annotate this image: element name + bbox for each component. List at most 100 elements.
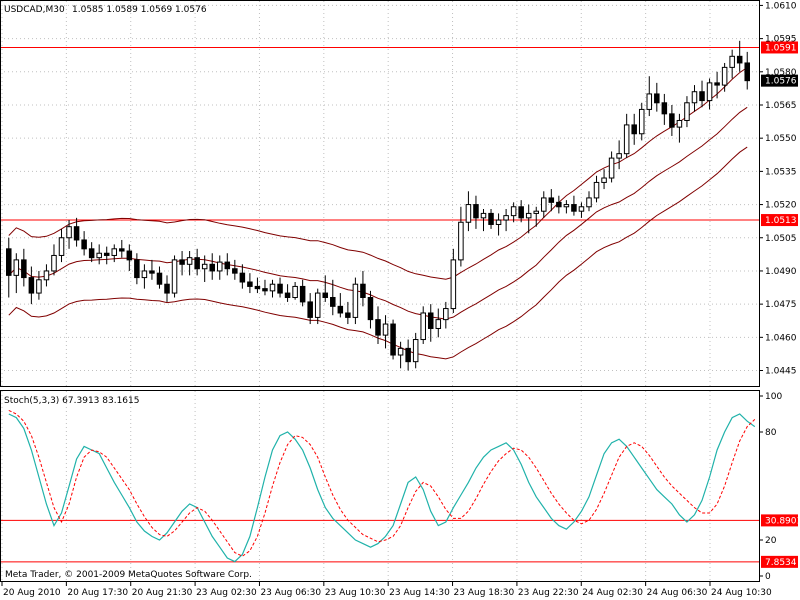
candle: [533, 206, 540, 227]
bearish-candle-body: [699, 91, 705, 102]
price-tag-label: 1.0591: [765, 43, 797, 53]
candle: [548, 189, 555, 212]
bearish-candle-body: [88, 248, 95, 259]
candle: [36, 270, 42, 300]
candle: [352, 277, 359, 325]
candle: [405, 339, 411, 371]
bullish-candle-body: [269, 283, 276, 292]
stoch-tick-label: 0: [765, 572, 771, 582]
bearish-candle-body: [262, 288, 268, 292]
bearish-candle-body: [307, 301, 313, 318]
candle: [88, 242, 95, 263]
price-tick-label: 1.0505: [765, 234, 797, 244]
bearish-candle-body: [103, 252, 110, 256]
ohlc-readout: 1.0585 1.0589 1.0569 1.0576: [72, 5, 207, 15]
bullish-candle-body: [397, 347, 404, 356]
bullish-candle-body: [13, 259, 20, 276]
candle: [676, 113, 683, 143]
candle: [412, 332, 419, 369]
candle: [556, 195, 562, 214]
bearish-candle-body: [126, 250, 133, 261]
bullish-candle-body: [66, 226, 72, 239]
candle: [691, 85, 698, 112]
price-tick-label: 1.0610: [765, 1, 797, 11]
candle: [141, 264, 148, 289]
candle: [684, 96, 690, 128]
time-tick-label: 23 Aug 06:30: [260, 588, 321, 598]
candle: [299, 279, 306, 307]
bearish-candle-body: [21, 259, 27, 279]
bearish-candle-body: [164, 283, 170, 294]
time-tick-label: 23 Aug 22:30: [518, 588, 579, 598]
candle: [360, 270, 366, 307]
candle: [58, 228, 65, 263]
bullish-candle-body: [608, 157, 615, 179]
stochastic-indicator-label: Stoch(5,3,3) 67.3913 83.1615: [4, 396, 139, 406]
candle: [586, 191, 592, 212]
candle: [134, 253, 140, 285]
time-tick-label: 23 Aug 14:30: [389, 588, 450, 598]
candle: [254, 277, 261, 294]
candle: [375, 306, 381, 344]
candle: [149, 259, 155, 280]
bearish-candle-body: [631, 124, 637, 135]
bullish-candle-body: [616, 153, 622, 159]
bullish-candle-body: [578, 206, 585, 212]
price-tag-box: [761, 74, 798, 87]
candle: [96, 244, 102, 265]
bullish-candle-body: [443, 308, 449, 321]
bearish-candle-body: [149, 270, 155, 274]
price-tick-label: 1.0565: [765, 101, 797, 111]
bullish-candle-body: [201, 263, 208, 270]
bullish-candle-body: [541, 197, 547, 212]
bullish-candle-body: [450, 259, 457, 310]
bearish-candle-body: [375, 319, 381, 336]
candle: [51, 244, 57, 276]
candle: [661, 93, 668, 125]
stoch-tick-label: 80: [765, 428, 777, 438]
bearish-candle-body: [744, 62, 750, 82]
price-tick-label: 1.0490: [765, 267, 797, 277]
candle: [126, 244, 133, 271]
candle: [601, 169, 607, 190]
bearish-candle-body: [427, 312, 434, 329]
candle: [262, 279, 268, 296]
candle: [571, 195, 577, 216]
price-tick-label: 1.0550: [765, 134, 797, 144]
bearish-candle-body: [556, 201, 562, 208]
candle: [623, 113, 630, 159]
bearish-candle-body: [134, 259, 140, 279]
bearish-candle-body: [405, 347, 411, 363]
bullish-candle-body: [58, 237, 65, 256]
candle: [216, 255, 223, 280]
candle: [66, 220, 72, 249]
bearish-candle-body: [6, 248, 12, 276]
bearish-candle-body: [284, 292, 291, 298]
bullish-candle-body: [601, 177, 607, 183]
time-tick-label: 23 Aug 18:30: [454, 588, 515, 598]
bearish-candle-body: [179, 259, 185, 265]
stoch-tick-label: 20: [765, 536, 777, 546]
bearish-candle-body: [518, 206, 524, 219]
price-panel-frame: [0, 0, 760, 387]
bearish-candle-body: [247, 281, 253, 287]
bearish-candle-body: [232, 268, 238, 274]
time-axis: 20 Aug 2010 20 Aug 17:30 20 Aug 21:30 23 Au…: [1, 582, 772, 598]
bearish-candle-body: [224, 261, 231, 270]
stoch-level-tag-box: [761, 555, 798, 568]
price-tag-label: 1.0576: [765, 77, 797, 87]
candle: [427, 304, 434, 342]
bearish-candle-body: [714, 82, 720, 86]
bullish-candle-body: [480, 212, 487, 219]
candle: [292, 282, 298, 300]
price-tag-label: 1.0513: [765, 216, 797, 226]
candle: [13, 253, 20, 294]
price-grid: [0, 1, 760, 581]
bullish-candle-body: [706, 82, 713, 102]
price-tick-label: 1.0445: [765, 367, 797, 377]
candlesticks: [6, 40, 750, 371]
candle: [6, 237, 12, 298]
time-tick-label: 24 Aug 10:30: [711, 588, 772, 598]
stochastic-main-line: [8, 413, 756, 563]
symbol-label: USDCAD,M30: [4, 5, 65, 15]
